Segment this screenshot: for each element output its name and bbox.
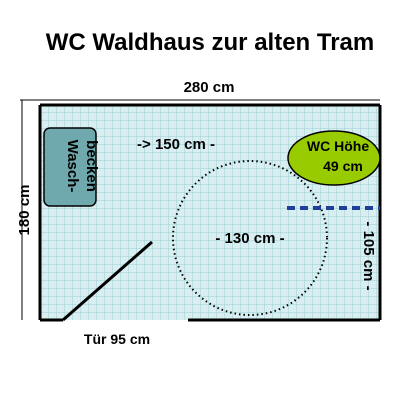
walls [38,103,382,322]
door-label: Tür 95 cm [84,331,150,347]
width-label: 280 cm [184,79,235,96]
wc-label-line2: 49 cm [323,158,363,174]
sink-label-line1: Wasch- [64,140,81,193]
depth-label: -> 150 cm - [137,136,215,153]
wc-label-line1: WC Höhe [307,138,369,154]
height-label: 180 cm [16,185,33,236]
circle-label: - 130 cm - [215,230,284,247]
turning-circle [172,160,328,316]
sink-label-line2: becken [83,140,100,192]
wc-toilet [287,130,381,186]
door-swing-line [62,240,153,322]
wc-side-label: - 105 cm - [360,221,377,290]
sink [43,127,97,207]
page-title: WC Waldhaus zur alten Tram [46,29,375,56]
